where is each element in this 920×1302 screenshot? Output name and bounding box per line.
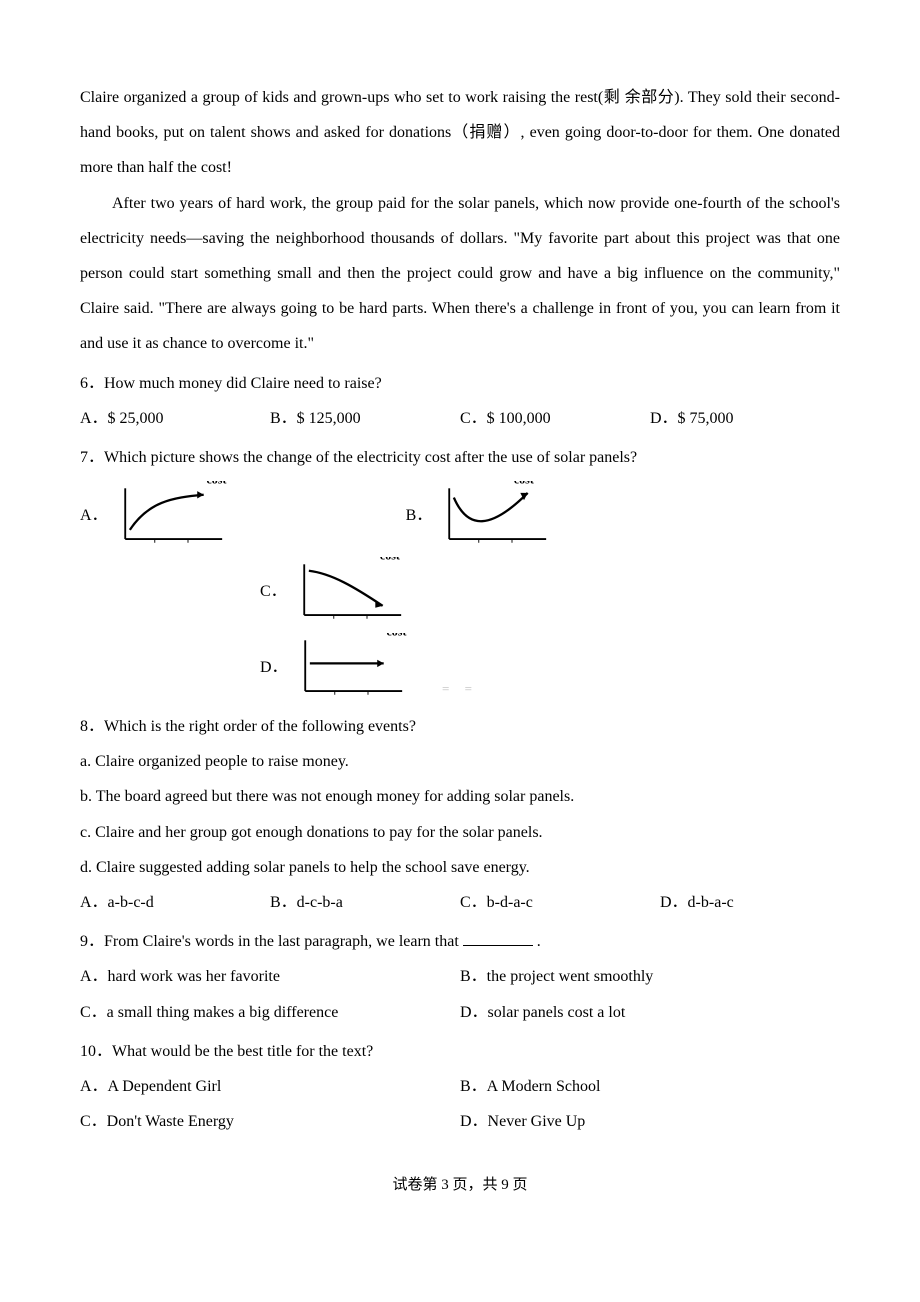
chart-c-icon: cost bbox=[295, 557, 415, 627]
q9-opt-a[interactable]: A．hard work was her favorite bbox=[80, 959, 460, 994]
q10-opt-b[interactable]: B．A Modern School bbox=[460, 1069, 840, 1104]
q9-stem-post: . bbox=[533, 933, 541, 950]
q8-event-d: d. Claire suggested adding solar panels … bbox=[80, 850, 840, 885]
q10-options: A．A Dependent Girl B．A Modern School C．D… bbox=[80, 1069, 840, 1139]
q8-event-b: b. The board agreed but there was not en… bbox=[80, 779, 840, 814]
chart-d-icon: cost bbox=[296, 633, 416, 703]
q6-opt-d[interactable]: D．$ 75,000 bbox=[650, 401, 734, 436]
q9-opt-d[interactable]: D．solar panels cost a lot bbox=[460, 995, 840, 1030]
q10-stem: 10．What would be the best title for the … bbox=[80, 1034, 840, 1069]
q10-opt-a[interactable]: A．A Dependent Girl bbox=[80, 1069, 460, 1104]
page-footer: 试卷第 3 页，共 9 页 bbox=[80, 1169, 840, 1202]
passage-p1: Claire organized a group of kids and gro… bbox=[80, 80, 840, 186]
q9-stem: 9．From Claire's words in the last paragr… bbox=[80, 924, 840, 959]
q9-opt-c[interactable]: C．a small thing makes a big difference bbox=[80, 995, 460, 1030]
q8-opt-a[interactable]: A．a-b-c-d bbox=[80, 885, 270, 920]
q9-opt-b[interactable]: B．the project went smoothly bbox=[460, 959, 840, 994]
svg-text:cost: cost bbox=[514, 481, 534, 487]
q7-row-ab: A． cost B． cost bbox=[80, 481, 840, 551]
q8-event-a: a. Claire organized people to raise mone… bbox=[80, 744, 840, 779]
q7-stem: 7．Which picture shows the change of the … bbox=[80, 440, 840, 475]
q7-opt-b-label[interactable]: B． bbox=[406, 498, 433, 533]
q6-opt-c[interactable]: C．$ 100,000 bbox=[460, 401, 650, 436]
q8-opt-c[interactable]: C．b-d-a-c bbox=[460, 885, 660, 920]
q7-opt-a-label[interactable]: A． bbox=[80, 498, 108, 533]
q8-options: A．a-b-c-d B．d-c-b-a C．b-d-a-c D．d-b-a-c bbox=[80, 885, 840, 920]
q7-opt-d-label[interactable]: D． bbox=[260, 650, 288, 685]
svg-text:cost: cost bbox=[206, 481, 226, 487]
svg-text:cost: cost bbox=[386, 633, 406, 639]
q7-opt-c-label[interactable]: C． bbox=[260, 574, 287, 609]
q6-opt-a[interactable]: A．$ 25,000 bbox=[80, 401, 270, 436]
q8-opt-d[interactable]: D．d-b-a-c bbox=[660, 885, 734, 920]
chart-b-icon: cost bbox=[440, 481, 560, 551]
blank-fill[interactable] bbox=[463, 929, 533, 946]
q7-row-c: C． cost bbox=[260, 557, 840, 627]
q10-opt-d[interactable]: D．Never Give Up bbox=[460, 1104, 840, 1139]
q8-opt-b[interactable]: B．d-c-b-a bbox=[270, 885, 460, 920]
q6-stem: 6．How much money did Claire need to rais… bbox=[80, 366, 840, 401]
q7-row-d: D． cost bbox=[260, 633, 840, 703]
q10-opt-c[interactable]: C．Don't Waste Energy bbox=[80, 1104, 460, 1139]
q6-options: A．$ 25,000 B．$ 125,000 C．$ 100,000 D．$ 7… bbox=[80, 401, 840, 436]
chart-a-icon: cost bbox=[116, 481, 236, 551]
q6-opt-b[interactable]: B．$ 125,000 bbox=[270, 401, 460, 436]
q8-stem: 8．Which is the right order of the follow… bbox=[80, 709, 840, 744]
svg-text:cost: cost bbox=[380, 557, 400, 563]
passage-p2: After two years of hard work, the group … bbox=[80, 186, 840, 362]
q9-options: A．hard work was her favorite B．the proje… bbox=[80, 959, 840, 1029]
q9-stem-pre: 9．From Claire's words in the last paragr… bbox=[80, 933, 463, 950]
q8-event-c: c. Claire and her group got enough donat… bbox=[80, 815, 840, 850]
